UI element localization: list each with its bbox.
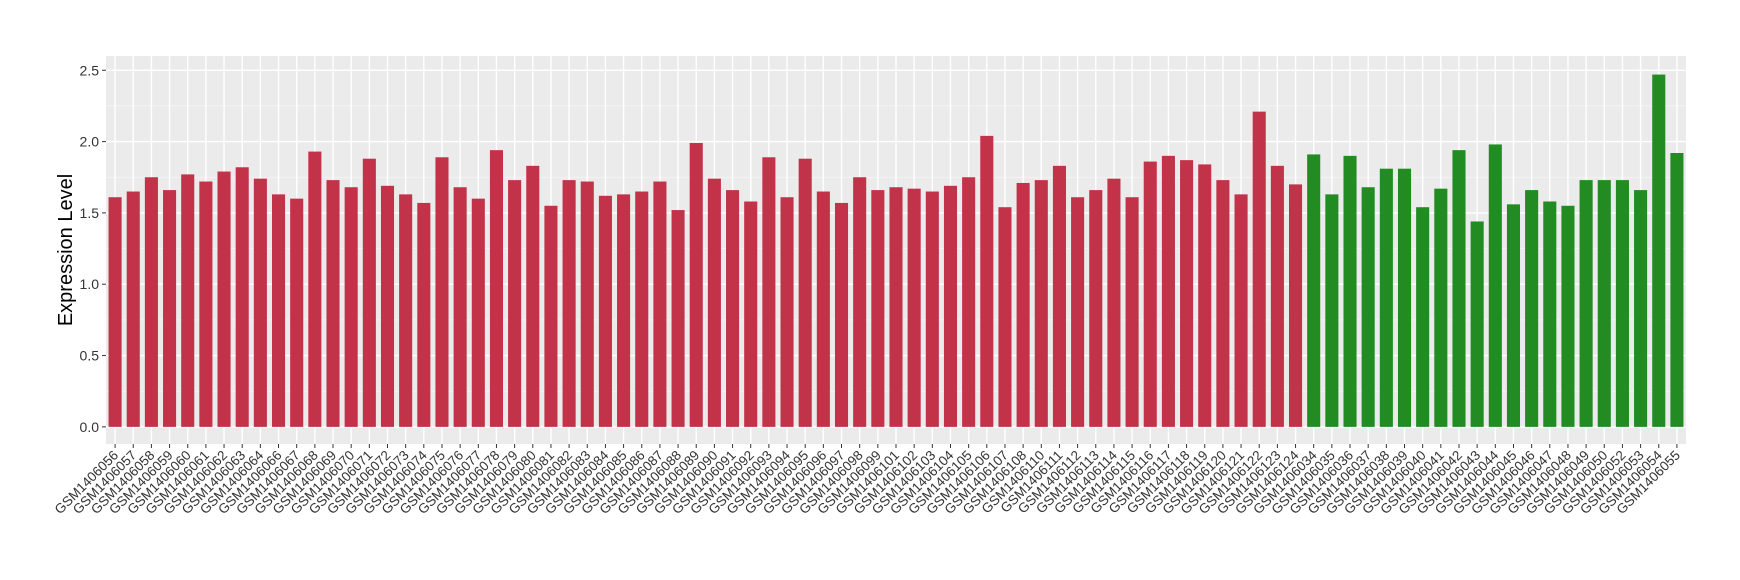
bar (326, 180, 340, 427)
bar (653, 181, 667, 427)
bar (1416, 207, 1430, 427)
y-tick-label: 0.5 (80, 348, 100, 364)
bar (943, 185, 958, 427)
bar (399, 194, 413, 427)
bar (1034, 180, 1048, 427)
bar (508, 180, 522, 427)
bar (471, 198, 485, 427)
bar (1107, 178, 1121, 427)
bar (1379, 168, 1393, 427)
bar (1470, 221, 1484, 427)
bar (1434, 188, 1448, 427)
bar (1579, 180, 1593, 427)
bar (163, 190, 177, 427)
bar (526, 165, 540, 427)
bar (1343, 155, 1357, 427)
bar (816, 191, 830, 427)
bar (1506, 204, 1521, 427)
bar (798, 158, 812, 427)
bar (271, 194, 286, 427)
bar (1289, 184, 1303, 427)
bar (253, 178, 267, 427)
bar (1615, 180, 1629, 427)
bar (998, 207, 1012, 427)
bar (1452, 150, 1466, 427)
bar (235, 167, 249, 427)
bar (889, 187, 903, 427)
bar (907, 188, 921, 427)
bar (544, 205, 558, 427)
bar (1561, 205, 1575, 427)
bar (617, 194, 631, 427)
bar (199, 181, 213, 427)
bar (871, 190, 885, 427)
y-tick-label: 1.0 (80, 276, 100, 292)
bar (362, 158, 376, 427)
bar (1071, 197, 1085, 427)
bar (453, 187, 467, 427)
bar (144, 177, 158, 427)
bar (562, 180, 576, 427)
bar (1089, 190, 1103, 427)
bar (489, 150, 503, 427)
bar (435, 157, 449, 427)
bar (780, 197, 794, 427)
y-tick-label: 0.0 (80, 419, 100, 435)
bar (108, 197, 122, 427)
bar (380, 185, 395, 427)
bar (290, 198, 304, 427)
bar (1234, 194, 1248, 427)
bar (762, 157, 776, 427)
bar (598, 195, 612, 427)
bar (635, 191, 649, 427)
bar (1325, 194, 1339, 427)
bar (1198, 164, 1212, 427)
bar (344, 187, 358, 427)
bar (1397, 168, 1412, 427)
bar (1634, 190, 1648, 427)
bar (1252, 111, 1266, 427)
bar (1525, 190, 1539, 427)
bar (580, 181, 594, 427)
bar (853, 177, 867, 427)
y-tick-label: 1.5 (80, 205, 100, 221)
bar (126, 191, 140, 427)
bar (726, 190, 740, 427)
bar (1307, 154, 1321, 427)
bar (181, 174, 195, 427)
bar (707, 178, 721, 427)
y-tick-label: 2.0 (80, 134, 100, 150)
bar (308, 151, 322, 427)
bar (980, 135, 994, 427)
bar (1016, 182, 1030, 427)
bar (671, 210, 685, 427)
bar (1125, 197, 1139, 427)
bar (1180, 160, 1194, 427)
bar (689, 143, 703, 427)
bar (417, 202, 431, 427)
bar (1052, 165, 1066, 427)
bar (834, 202, 849, 427)
y-tick-label: 2.5 (80, 62, 100, 78)
bar (1161, 155, 1175, 427)
bar (1270, 165, 1284, 427)
bar (1361, 187, 1375, 427)
bar (962, 177, 976, 427)
bar (1670, 153, 1684, 427)
bar (1488, 144, 1502, 427)
bar (1216, 180, 1230, 427)
bar (217, 171, 231, 427)
bar (1652, 74, 1666, 427)
bar (1597, 180, 1611, 427)
bar (1543, 201, 1557, 427)
y-axis-title: Expression Level (55, 174, 77, 326)
bar (744, 201, 758, 427)
bar (925, 191, 939, 427)
bar (1143, 161, 1157, 427)
